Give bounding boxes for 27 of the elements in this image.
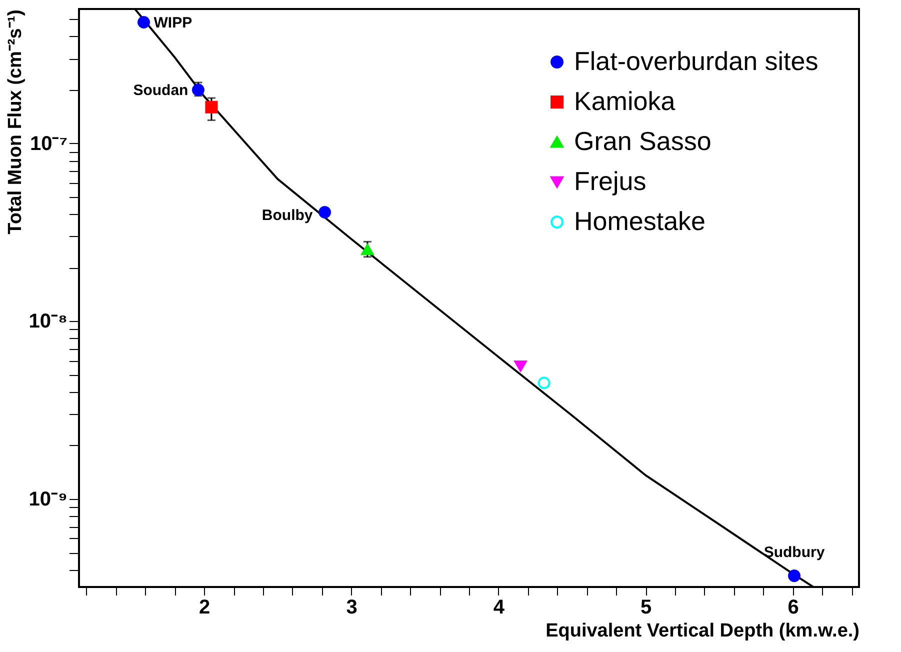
- annotation: WIPP: [154, 14, 192, 32]
- y-tick-label: 10⁻⁷: [30, 132, 68, 155]
- point: [538, 376, 550, 390]
- x-tick-label: 3: [346, 596, 358, 618]
- point: [514, 360, 527, 372]
- x-axis-title: Equivalent Vertical Depth (km.w.e.): [546, 620, 860, 642]
- legend-label: Gran Sasso: [574, 126, 712, 156]
- point: [192, 84, 204, 96]
- legend-label: Flat-overburdan sites: [574, 46, 818, 76]
- annotation: Sudbury: [764, 544, 826, 561]
- y-axis-title: Total Muon Flux (cm⁻²s⁻¹): [4, 10, 26, 234]
- point: [788, 570, 800, 582]
- point: [205, 100, 218, 114]
- x-tick-label: 6: [788, 596, 799, 618]
- annotation: Boulby: [262, 207, 314, 224]
- legend-label: Kamioka: [574, 86, 676, 116]
- legend-label: Homestake: [574, 206, 706, 236]
- point: [361, 244, 374, 256]
- point: [138, 16, 150, 29]
- point: [318, 206, 332, 218]
- annotation: Soudan: [133, 82, 188, 99]
- x-tick-label: 5: [640, 596, 652, 618]
- y-tick-label: 10⁻⁸: [28, 310, 68, 333]
- x-tick-label: 2: [199, 596, 210, 618]
- legend-label: Frejus: [574, 166, 646, 196]
- x-tick-label: 4: [493, 596, 506, 618]
- y-tick-label: 10⁻⁹: [28, 488, 68, 511]
